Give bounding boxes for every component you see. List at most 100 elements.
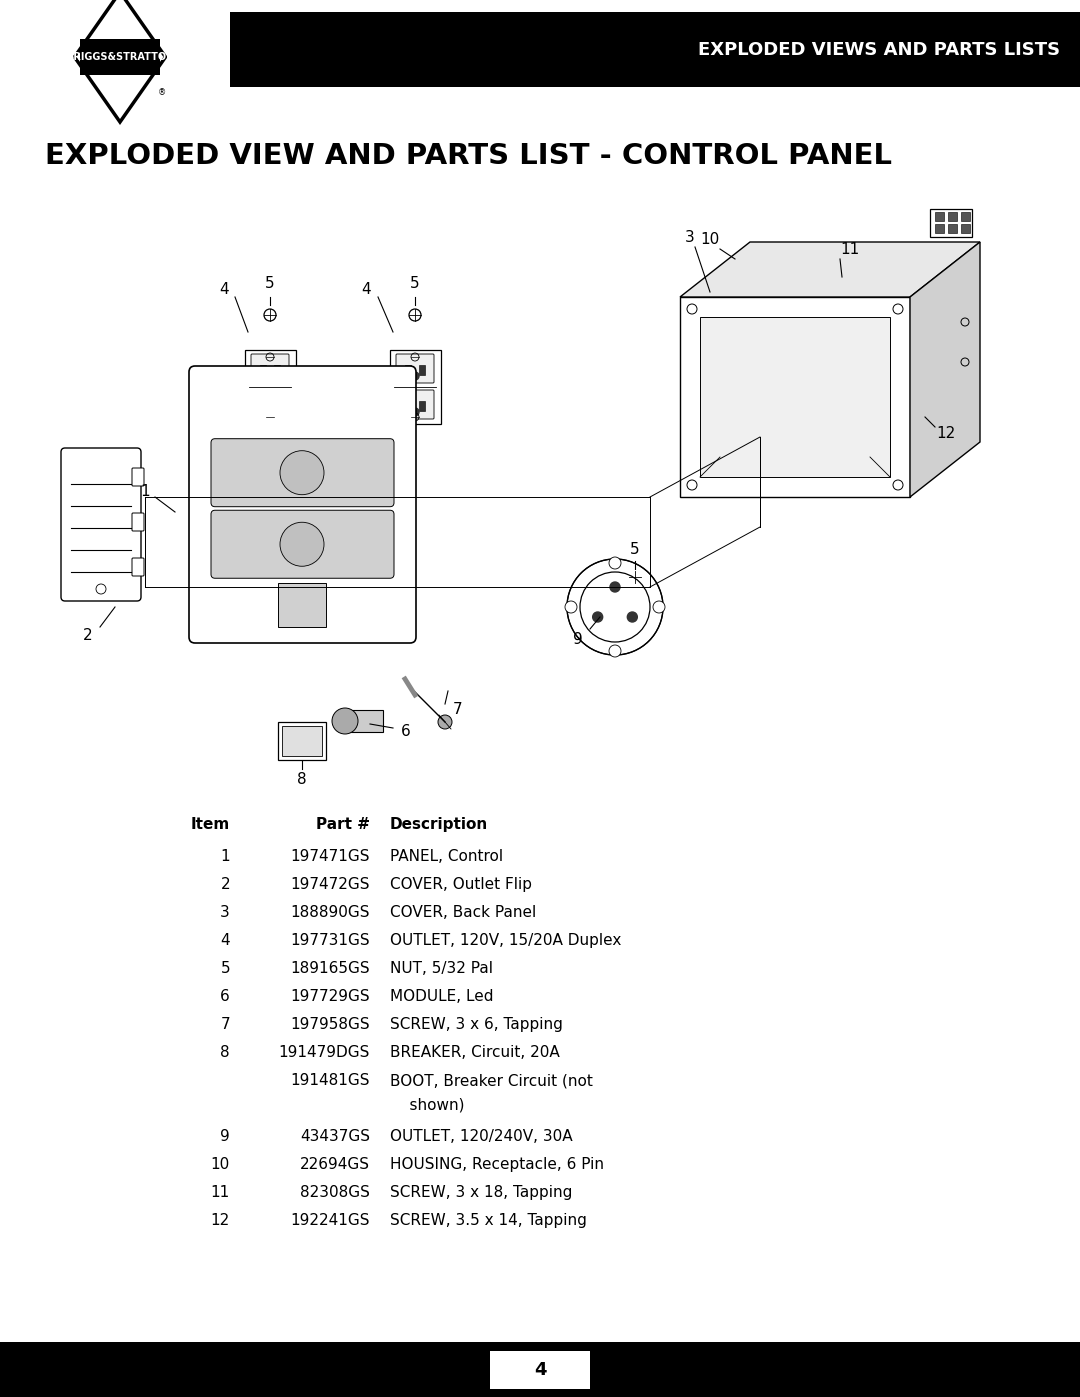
Text: OUTLET, 120V, 15/20A Duplex: OUTLET, 120V, 15/20A Duplex xyxy=(390,933,621,949)
Bar xyxy=(935,224,944,233)
Polygon shape xyxy=(75,0,165,122)
Text: 192241GS: 192241GS xyxy=(291,1213,370,1228)
Text: 9: 9 xyxy=(220,1129,230,1144)
Bar xyxy=(405,365,411,374)
Circle shape xyxy=(593,612,603,622)
Text: 189165GS: 189165GS xyxy=(291,961,370,977)
Text: 5: 5 xyxy=(220,961,230,977)
FancyBboxPatch shape xyxy=(245,351,296,425)
Circle shape xyxy=(280,522,324,566)
FancyBboxPatch shape xyxy=(60,448,141,601)
Text: 3: 3 xyxy=(220,905,230,921)
Bar xyxy=(278,722,326,760)
Text: 5: 5 xyxy=(410,277,420,292)
Text: 197471GS: 197471GS xyxy=(291,849,370,863)
Circle shape xyxy=(411,408,419,416)
Polygon shape xyxy=(700,317,890,476)
Text: SCREW, 3 x 18, Tapping: SCREW, 3 x 18, Tapping xyxy=(390,1185,572,1200)
Text: BREAKER, Circuit, 20A: BREAKER, Circuit, 20A xyxy=(390,1045,559,1060)
Text: 8: 8 xyxy=(297,771,307,787)
Bar xyxy=(0,1343,1080,1397)
Text: 6: 6 xyxy=(220,989,230,1004)
Text: 43437GS: 43437GS xyxy=(300,1129,370,1144)
Text: 2: 2 xyxy=(83,627,93,643)
Text: 9: 9 xyxy=(573,631,583,647)
Text: SCREW, 3 x 6, Tapping: SCREW, 3 x 6, Tapping xyxy=(390,1017,563,1032)
Circle shape xyxy=(565,601,577,613)
Text: HOUSING, Receptacle, 6 Pin: HOUSING, Receptacle, 6 Pin xyxy=(390,1157,604,1172)
Text: EXPLODED VIEW AND PARTS LIST - CONTROL PANEL: EXPLODED VIEW AND PARTS LIST - CONTROL P… xyxy=(45,142,892,170)
Text: 191481GS: 191481GS xyxy=(291,1073,370,1088)
Circle shape xyxy=(438,715,453,729)
Text: 2: 2 xyxy=(220,877,230,893)
Bar xyxy=(419,401,426,411)
Circle shape xyxy=(332,708,357,733)
Text: 22694GS: 22694GS xyxy=(300,1157,370,1172)
Text: PANEL, Control: PANEL, Control xyxy=(390,849,503,863)
Circle shape xyxy=(411,372,419,380)
Bar xyxy=(961,212,970,221)
Text: 10: 10 xyxy=(211,1157,230,1172)
Text: 5: 5 xyxy=(266,277,274,292)
Bar xyxy=(935,212,944,221)
FancyBboxPatch shape xyxy=(396,353,434,383)
FancyBboxPatch shape xyxy=(132,513,144,531)
FancyBboxPatch shape xyxy=(251,353,289,383)
Circle shape xyxy=(610,583,620,592)
Text: Item: Item xyxy=(191,817,230,833)
Text: SCREW, 3.5 x 14, Tapping: SCREW, 3.5 x 14, Tapping xyxy=(390,1213,586,1228)
Bar xyxy=(230,13,1080,87)
Text: 12: 12 xyxy=(936,426,956,441)
Circle shape xyxy=(266,372,274,380)
Text: 4: 4 xyxy=(534,1361,546,1379)
Text: MODULE, Led: MODULE, Led xyxy=(390,989,494,1004)
Bar xyxy=(490,1351,590,1389)
Text: 7: 7 xyxy=(220,1017,230,1032)
Bar xyxy=(948,224,957,233)
Text: 197729GS: 197729GS xyxy=(291,989,370,1004)
Text: Part #: Part # xyxy=(316,817,370,833)
FancyBboxPatch shape xyxy=(396,390,434,419)
Text: BRIGGS&STRATTON: BRIGGS&STRATTON xyxy=(66,52,174,61)
Bar xyxy=(345,710,383,732)
Bar xyxy=(405,401,411,411)
Circle shape xyxy=(266,408,274,416)
Bar xyxy=(80,39,160,75)
Text: Description: Description xyxy=(390,817,488,833)
Circle shape xyxy=(653,601,665,613)
Circle shape xyxy=(567,559,663,655)
Text: 1: 1 xyxy=(220,849,230,863)
Text: shown): shown) xyxy=(390,1097,464,1112)
Circle shape xyxy=(627,612,637,622)
Text: ®: ® xyxy=(158,88,166,98)
Text: NUT, 5/32 Pal: NUT, 5/32 Pal xyxy=(390,961,492,977)
Text: 12: 12 xyxy=(211,1213,230,1228)
Text: 7: 7 xyxy=(454,701,463,717)
Text: EXPLODED VIEWS AND PARTS LISTS: EXPLODED VIEWS AND PARTS LISTS xyxy=(698,41,1059,59)
FancyBboxPatch shape xyxy=(278,583,326,627)
Text: 5: 5 xyxy=(631,542,639,556)
Bar xyxy=(274,401,280,411)
Bar xyxy=(930,210,972,237)
Text: COVER, Back Panel: COVER, Back Panel xyxy=(390,905,537,921)
Text: 4: 4 xyxy=(361,282,370,296)
Text: 8: 8 xyxy=(220,1045,230,1060)
Bar xyxy=(260,401,266,411)
Text: 1: 1 xyxy=(140,485,150,500)
Text: 4: 4 xyxy=(219,282,229,296)
Bar xyxy=(419,365,426,374)
Bar xyxy=(260,365,266,374)
FancyBboxPatch shape xyxy=(211,439,394,507)
FancyBboxPatch shape xyxy=(211,510,394,578)
Bar xyxy=(274,365,280,374)
Text: 10: 10 xyxy=(700,232,719,246)
FancyBboxPatch shape xyxy=(132,468,144,486)
Text: 188890GS: 188890GS xyxy=(291,905,370,921)
FancyBboxPatch shape xyxy=(189,366,416,643)
Text: 197472GS: 197472GS xyxy=(291,877,370,893)
Circle shape xyxy=(609,557,621,569)
Text: 11: 11 xyxy=(211,1185,230,1200)
Text: COVER, Outlet Flip: COVER, Outlet Flip xyxy=(390,877,532,893)
Text: 197958GS: 197958GS xyxy=(291,1017,370,1032)
FancyBboxPatch shape xyxy=(251,390,289,419)
